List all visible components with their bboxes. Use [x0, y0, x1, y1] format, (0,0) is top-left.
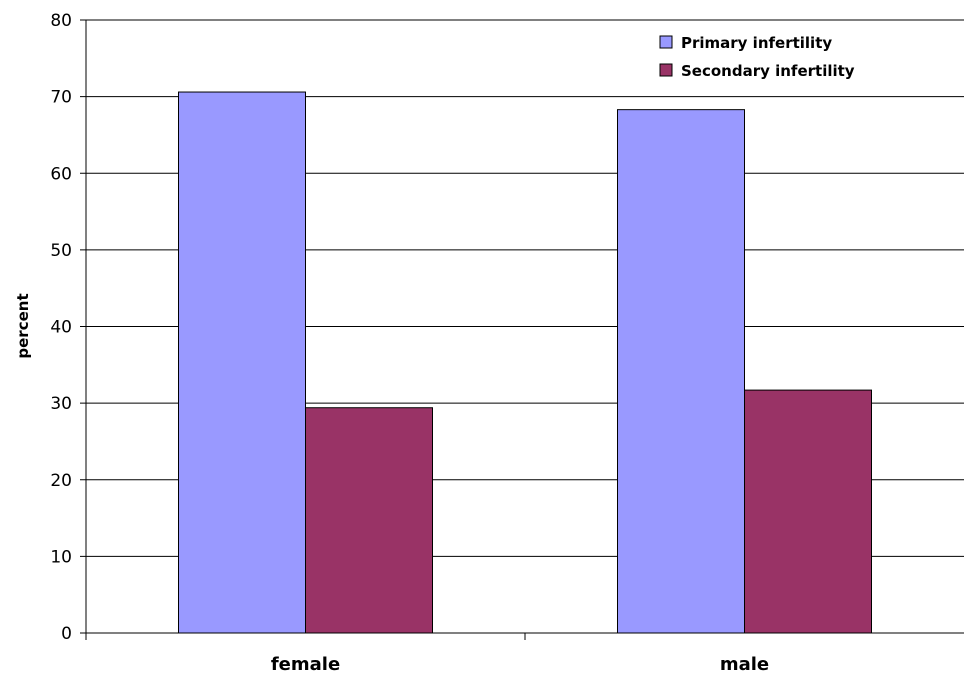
- y-tick-label: 10: [50, 547, 72, 567]
- legend-swatch: [659, 35, 673, 49]
- bars: [178, 91, 872, 634]
- legend-label: Secondary infertility: [681, 62, 855, 80]
- bar-male-primary: [617, 109, 745, 634]
- bar-male-secondary: [744, 389, 872, 634]
- y-tick-label: 20: [50, 471, 72, 491]
- y-tick-label: 70: [50, 88, 72, 108]
- y-tick-label: 30: [50, 394, 72, 414]
- legend-label: Primary infertility: [681, 34, 832, 52]
- bar-female-secondary: [305, 407, 433, 634]
- y-tick-label: 60: [50, 164, 72, 184]
- y-tick-label: 50: [50, 241, 72, 261]
- y-axis-title: percent: [14, 293, 32, 358]
- bar-female-primary: [178, 91, 306, 634]
- y-axis-ticks: 0 10 20 30 40 50 60 70 80: [50, 11, 86, 644]
- x-category-label: female: [271, 654, 340, 675]
- y-tick-label: 40: [50, 318, 72, 338]
- legend: Primary infertility Secondary infertility: [659, 34, 855, 80]
- x-axis-ticks: female male: [85, 633, 769, 675]
- y-tick-label: 0: [61, 624, 72, 644]
- y-tick-label: 80: [50, 11, 72, 31]
- legend-swatch: [659, 63, 673, 77]
- x-category-label: male: [720, 654, 769, 675]
